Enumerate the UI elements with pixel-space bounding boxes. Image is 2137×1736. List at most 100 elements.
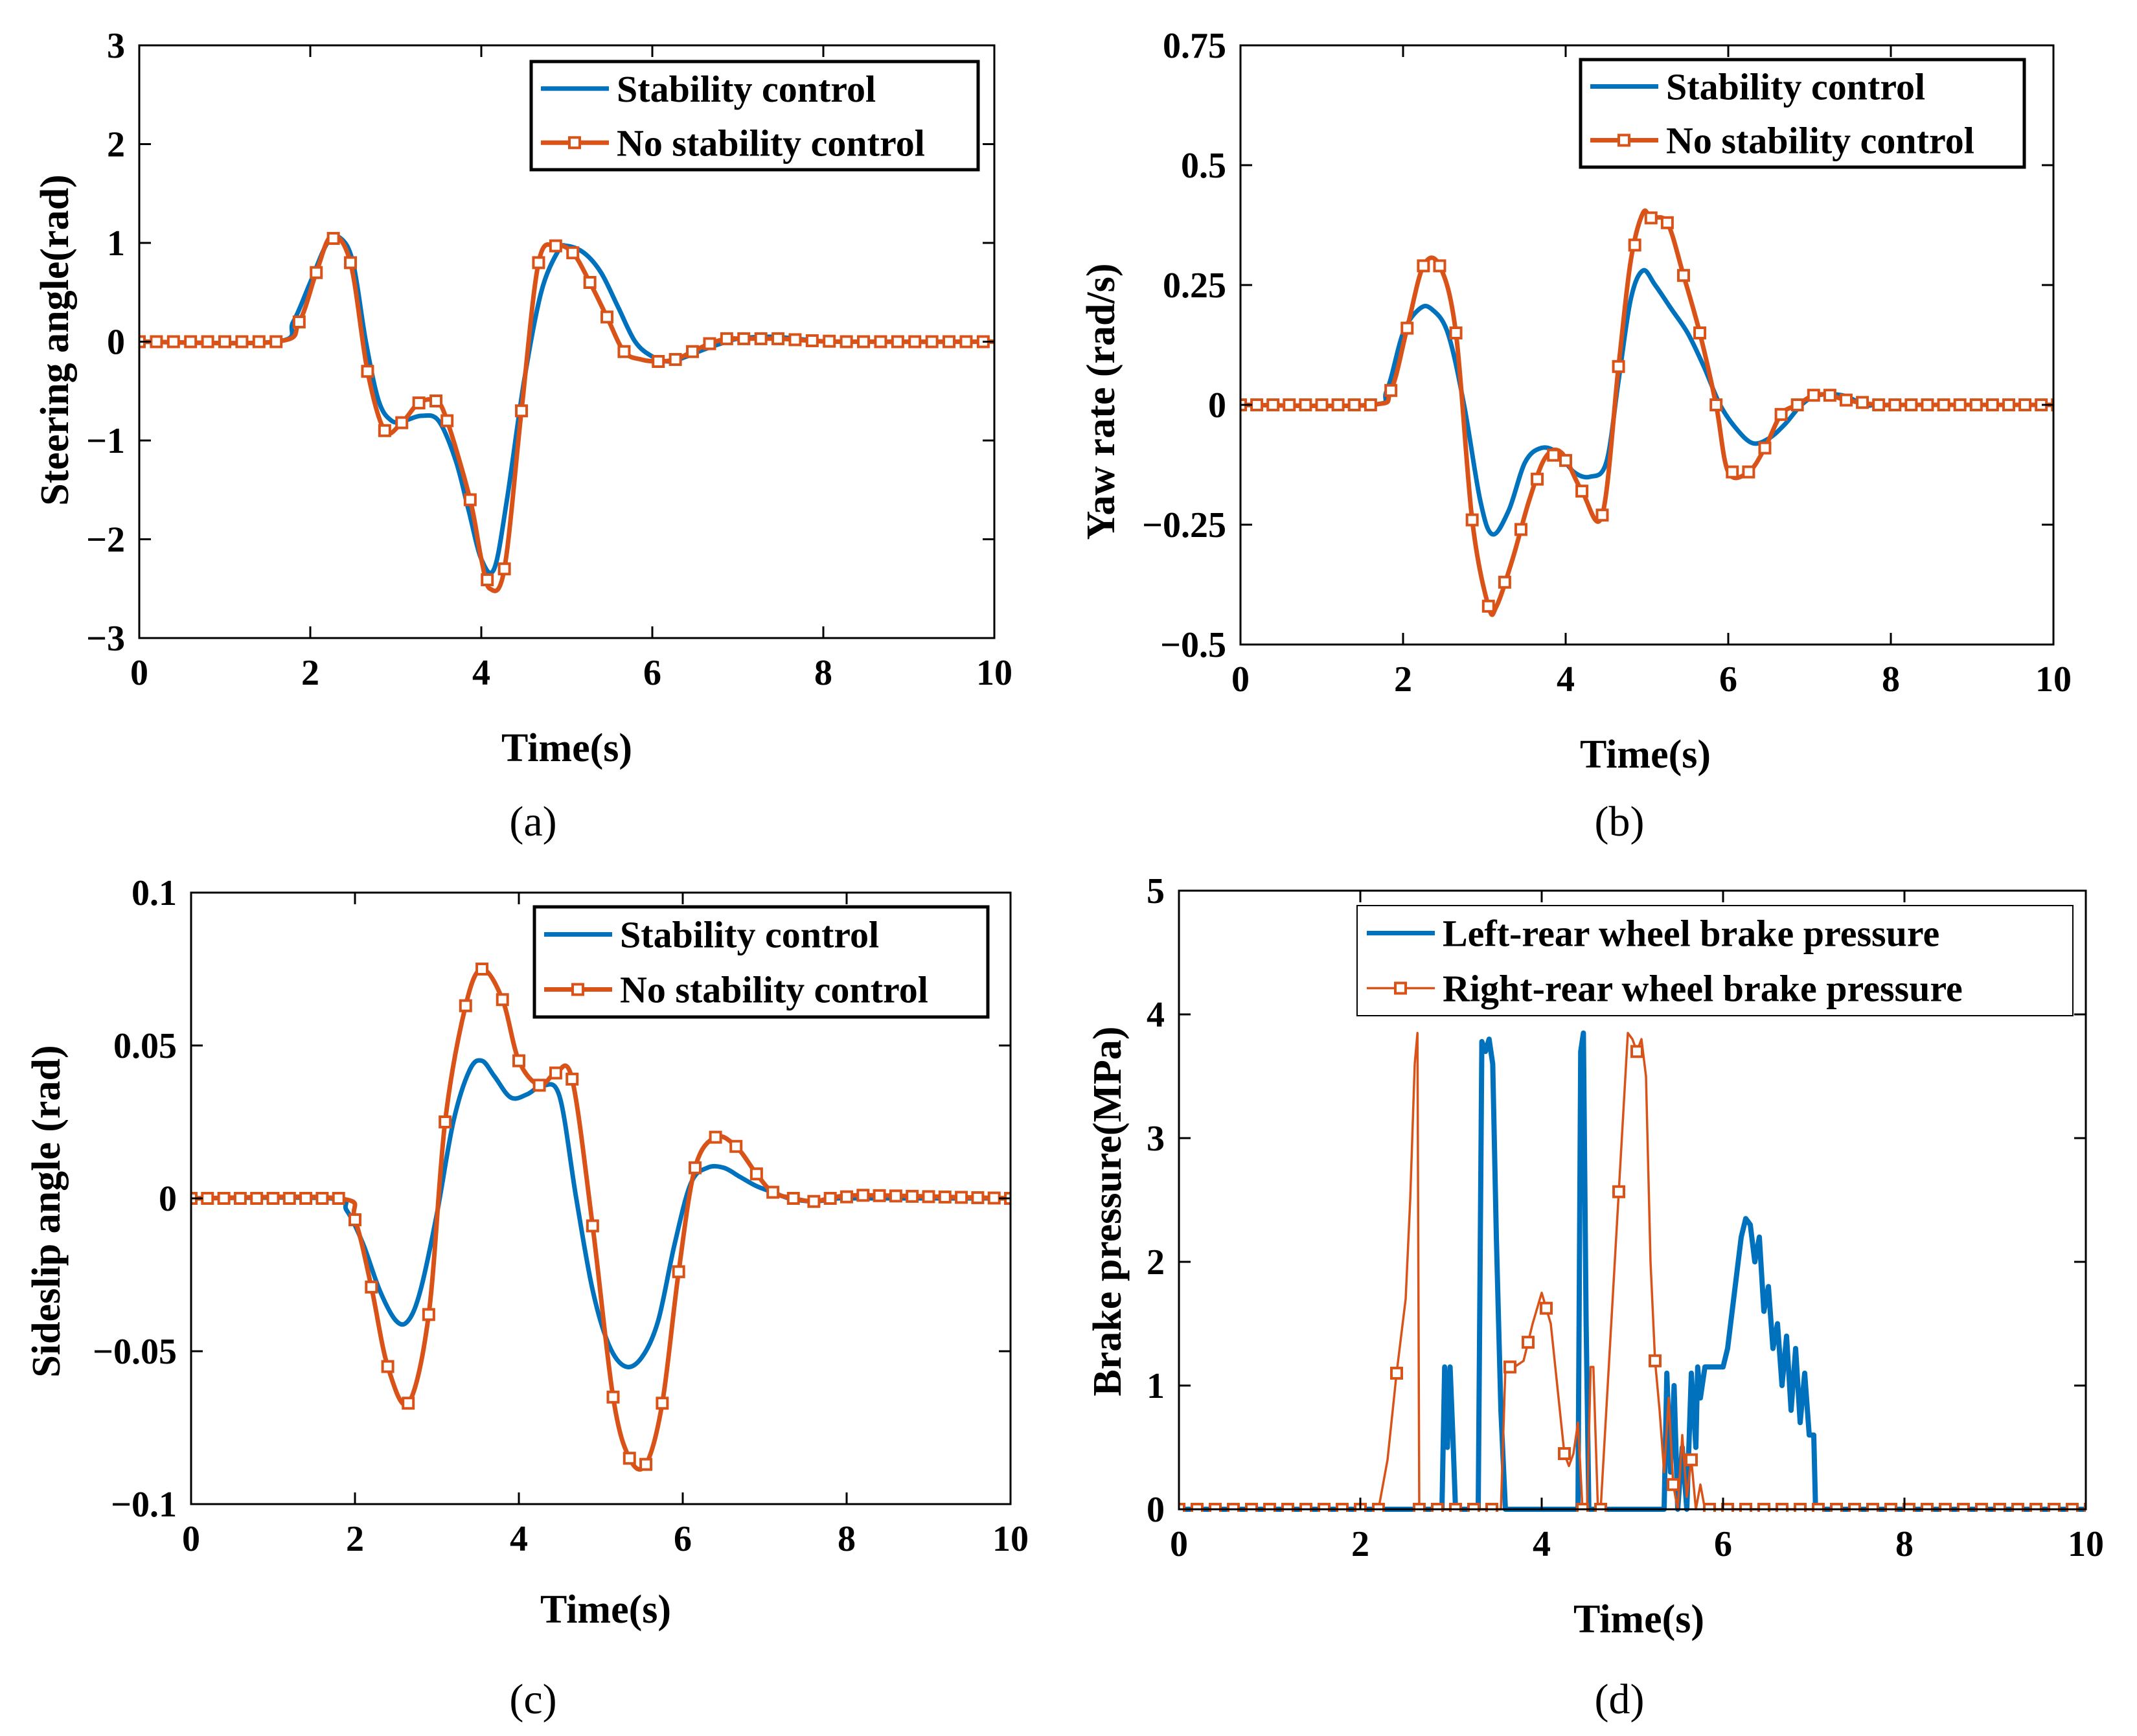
legend-marker [571,983,584,996]
data-point-marker [150,335,163,348]
data-point-marker [1547,448,1560,462]
data-point-marker [1807,389,1820,402]
series-line-no-stability-control [139,233,994,593]
data-point-marker [310,266,323,279]
x-tick-label: 4 [510,1519,528,1559]
data-point-marker [908,335,922,348]
data-point-marker [395,416,409,429]
legend-box [532,905,990,1019]
data-point-marker [754,332,768,345]
legend-box [1579,58,2026,169]
data-point-marker [906,1189,919,1203]
panel-a-xlabel: Time(s) [501,726,632,770]
data-point-marker [1400,321,1414,335]
data-point-marker [1726,465,1739,479]
data-point-marker [1667,1478,1680,1491]
data-point-marker [1390,1366,1403,1380]
data-point-marker [606,1390,620,1404]
x-tick-label: 4 [472,653,490,693]
y-tick-label: −0.1 [111,1485,177,1525]
legend-entry-label: Left-rear wheel brake pressure [1443,913,1939,955]
data-point-marker [1417,259,1430,273]
data-point-marker [805,334,819,347]
data-point-marker [959,335,973,348]
data-point-marker [807,1194,821,1208]
data-point-marker [600,310,614,324]
y-tick-label: 2 [1147,1242,1165,1283]
legend: Stability control No stability control [532,905,990,1019]
data-point-marker [1612,1185,1625,1198]
x-tick-label: 0 [1170,1524,1188,1564]
legend-box [529,60,980,172]
data-point-marker [709,1130,722,1144]
data-point-marker [1839,393,1853,407]
data-point-marker [766,1185,780,1199]
data-point-marker [218,335,231,348]
data-point-marker [1856,396,1869,409]
panel-b-ylabel: Yaw rate (rad/s) [1079,263,1123,540]
data-point-marker [326,232,340,246]
data-point-marker [686,345,700,358]
data-point-marker [1709,398,1723,411]
series-group [1240,208,2053,617]
x-tick-label: 4 [1557,659,1575,700]
y-tick-label: 5 [1147,871,1165,911]
data-point-marker [1823,389,1836,402]
data-point-marker [378,424,391,437]
panel-b-label: (b) [1595,798,1645,845]
data-point-marker [332,1192,345,1205]
series-group [139,232,994,593]
panel-d: 0 2 4 6 8 10 0 1 2 3 4 5 Left-rear wheel brake press… [1086,871,2104,1723]
data-point-marker [1347,398,1361,411]
y-tick-label: −0.5 [1160,625,1226,665]
panel-c-label: (c) [509,1676,556,1723]
y-tick-label: −0.25 [1142,505,1226,545]
data-point-marker [1630,1045,1643,1058]
data-point-marker [566,1072,579,1086]
data-point-marker [788,333,802,347]
data-point-marker [184,335,198,348]
data-point-marker [1685,1453,1698,1467]
panel-c-ylabel: Sideslip angle (rad) [25,1045,69,1377]
data-point-marker [786,1192,800,1205]
x-tick-label: 10 [2068,1524,2104,1564]
data-point-marker [422,1308,435,1321]
data-point-marker [235,335,249,348]
data-point-marker [1531,472,1544,486]
data-point-marker [971,1191,985,1204]
data-point-marker [1558,1447,1571,1461]
data-point-marker [840,1190,853,1204]
data-point-marker [532,1079,546,1092]
data-point-marker [475,963,489,976]
data-point-marker [840,335,853,348]
data-point-marker [1676,269,1690,282]
panel-a-ylabel: Steering angle(rad) [33,174,77,505]
y-tick-label: 1 [107,223,125,264]
x-tick-label: 6 [1719,659,1737,700]
data-point-marker [166,335,180,348]
x-tick-label: 2 [1394,659,1412,700]
data-point-marker [1742,465,1755,479]
x-tick-label: 2 [301,653,319,693]
data-point-marker [1937,398,1950,411]
y-tick-label: 4 [1147,995,1165,1035]
x-tick-label: 6 [674,1519,692,1559]
y-tick-label: −2 [86,520,125,560]
data-point-marker [515,404,529,418]
data-point-marker [344,256,358,269]
data-point-marker [1449,326,1463,339]
data-point-marker [737,332,751,345]
data-point-marker [1790,398,1804,411]
data-point-marker [823,334,836,348]
data-point-marker [2002,398,2015,411]
y-tick-label: 0 [159,1179,177,1219]
y-tick-label: 0.5 [1181,146,1226,186]
legend-marker [568,136,581,150]
data-point-marker [496,993,509,1007]
y-tick-label: −0.05 [93,1332,177,1372]
data-point-marker [688,1161,702,1174]
y-tick-label: 2 [107,125,125,165]
data-point-marker [315,1192,329,1205]
data-point-marker [1595,508,1609,522]
